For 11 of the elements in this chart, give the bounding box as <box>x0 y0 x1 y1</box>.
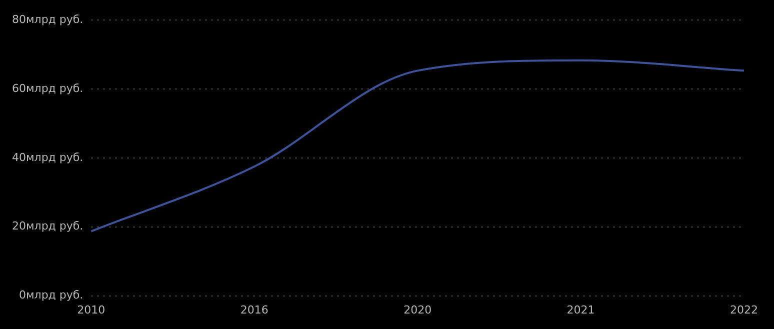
y-tick-label: 0млрд руб. <box>18 288 84 302</box>
y-tick-label: 40млрд руб. <box>12 150 84 164</box>
x-tick-label: 2021 <box>566 303 595 316</box>
y-tick-label: 80млрд руб. <box>12 12 84 26</box>
y-tick-label: 60млрд руб. <box>12 82 84 95</box>
x-tick-label: 2022 <box>730 303 758 316</box>
x-tick-label: 2020 <box>404 303 432 316</box>
x-tick-label: 2016 <box>240 303 268 316</box>
x-tick-label: 2010 <box>77 303 106 316</box>
line-series <box>90 59 745 232</box>
y-tick-label: 20млрд руб. <box>12 220 84 233</box>
